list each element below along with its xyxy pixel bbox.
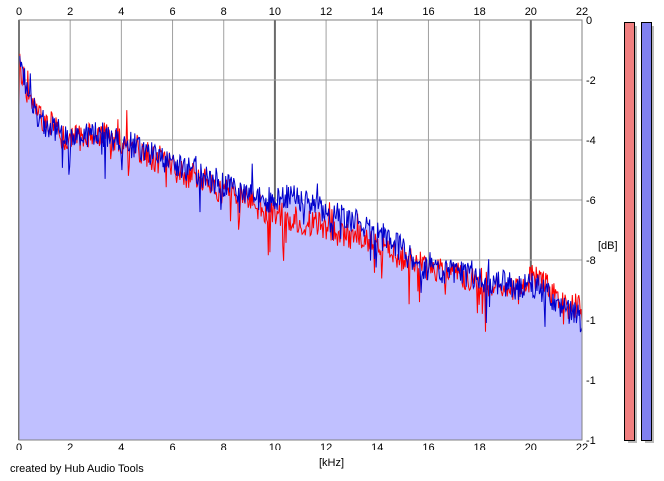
x-tick-label-top: 0 (16, 6, 22, 18)
x-tick-label-top: 16 (422, 6, 434, 18)
y-axis-label: [dB] (598, 240, 618, 252)
x-tick-label-bottom: 20 (525, 442, 537, 450)
plot-frame (18, 19, 583, 441)
x-tick-label-top: 20 (525, 6, 537, 18)
x-tick-label-top: 6 (169, 6, 175, 18)
x-tick-label-top: 2 (67, 6, 73, 18)
x-tick-label-bottom: 8 (221, 442, 227, 450)
y-tick-label: -80 (586, 255, 596, 267)
credit-text: created by Hub Audio Tools (10, 463, 144, 475)
x-tick-label-bottom: 16 (422, 442, 434, 450)
x-tick-label-top: 12 (320, 6, 332, 18)
series-layer (18, 53, 583, 333)
x-axis-label: [kHz] (319, 457, 345, 469)
y-tick-labels: 0 -20 -40 -60 -80 -100 -120 -140 (586, 15, 596, 447)
x-tick-label-top: 18 (474, 6, 486, 18)
series-line-2 (18, 55, 583, 333)
x-tick-label-bottom: 4 (118, 442, 124, 450)
y-tick-label: -60 (586, 195, 596, 207)
right-channel-meter (641, 22, 652, 441)
x-tick-label-bottom: 10 (269, 442, 281, 450)
x-tick-label-top: 8 (221, 6, 227, 18)
x-tick-label-top: 22 (576, 6, 588, 18)
x-tick-label-bottom: 6 (169, 442, 175, 450)
y-tick-label: -140 (586, 435, 596, 447)
left-channel-meter (624, 22, 635, 441)
x-tick-label-top: 10 (269, 6, 281, 18)
x-tick-label-bottom: 18 (474, 442, 486, 450)
x-tick-label-top: 4 (118, 6, 124, 18)
y-tick-label: 0 (586, 15, 592, 27)
x-tick-label-bottom: 0 (16, 442, 22, 450)
y-tick-label: -40 (586, 135, 596, 147)
y-tick-label: -20 (586, 75, 596, 87)
x-tick-label-bottom: 12 (320, 442, 332, 450)
x-tick-label-bottom: 14 (371, 442, 383, 450)
x-tick-label-bottom: 2 (67, 442, 73, 450)
y-tick-label: -120 (586, 375, 596, 387)
x-tick-label-top: 14 (371, 6, 383, 18)
y-tick-label: -100 (586, 315, 596, 327)
x-tick-label-bottom: 22 (576, 442, 588, 450)
